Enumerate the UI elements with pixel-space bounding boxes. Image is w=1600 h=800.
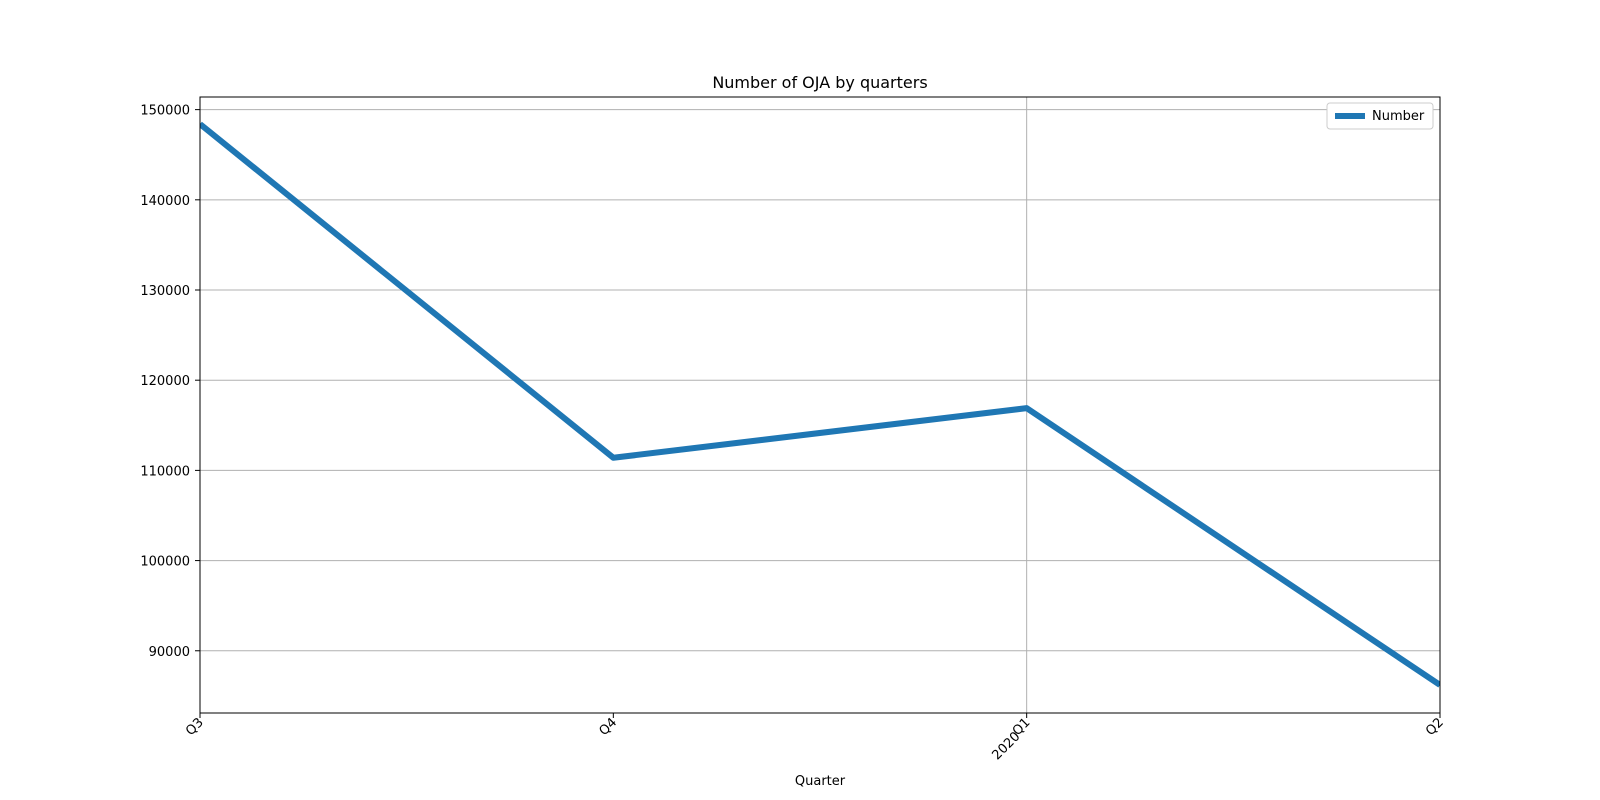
legend-label: Number (1372, 109, 1425, 124)
x-tick-label: Q2 (1423, 715, 1447, 739)
x-tick-label: Q3 (183, 715, 207, 739)
chart-title: Number of OJA by quarters (712, 73, 927, 92)
plot-background (200, 97, 1440, 713)
y-tick-label: 140000 (140, 194, 190, 209)
x-axis-label: Quarter (795, 774, 846, 789)
y-tick-label: 150000 (140, 104, 190, 119)
y-tick-label: 110000 (140, 464, 190, 479)
y-tick-label: 120000 (140, 374, 190, 389)
legend: Number (1326, 102, 1434, 130)
plot-frame (199, 96, 1441, 714)
y-tick-label: 90000 (149, 645, 190, 660)
series-line-number (200, 121, 1440, 688)
x-tick-label: Q4 (596, 715, 620, 739)
legend-box (1326, 102, 1434, 130)
y-tick-label: 130000 (140, 284, 190, 299)
y-axis: 90000 100000 110000 120000 130000 140000 15000… (140, 104, 200, 660)
y-tick-label: 100000 (140, 555, 190, 570)
